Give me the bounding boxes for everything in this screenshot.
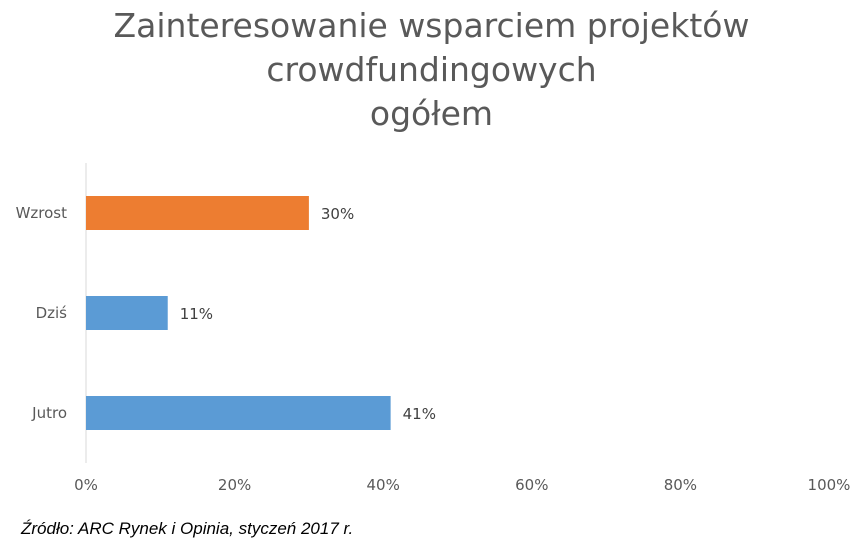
category-label-1: Wzrost [16, 204, 68, 222]
data-label-3: 41% [403, 405, 436, 423]
chart-title-line-1: Zainteresowanie wsparciem projektów [113, 6, 750, 45]
x-tick-label-1: 0% [74, 476, 98, 494]
chart-title-line-2: crowdfundingowych [266, 50, 597, 89]
bar-3 [86, 396, 391, 430]
source-note: Źródło: ARC Rynek i Opinia, styczeń 2017… [21, 519, 354, 538]
category-label-2: Dziś [36, 304, 68, 322]
chart-title-line-3: ogółem [369, 94, 494, 133]
x-tick-label-5: 80% [664, 476, 697, 494]
x-tick-label-6: 100% [808, 476, 851, 494]
chart-title: Zainteresowanie wsparciem projektów crow… [0, 4, 863, 136]
bar-2 [86, 296, 168, 330]
bar-1 [86, 196, 309, 230]
x-tick-label-3: 40% [367, 476, 400, 494]
x-tick-label-4: 60% [515, 476, 548, 494]
data-label-1: 30% [321, 205, 354, 223]
category-label-3: Jutro [31, 404, 67, 422]
x-tick-label-2: 20% [218, 476, 251, 494]
data-label-2: 11% [180, 305, 213, 323]
